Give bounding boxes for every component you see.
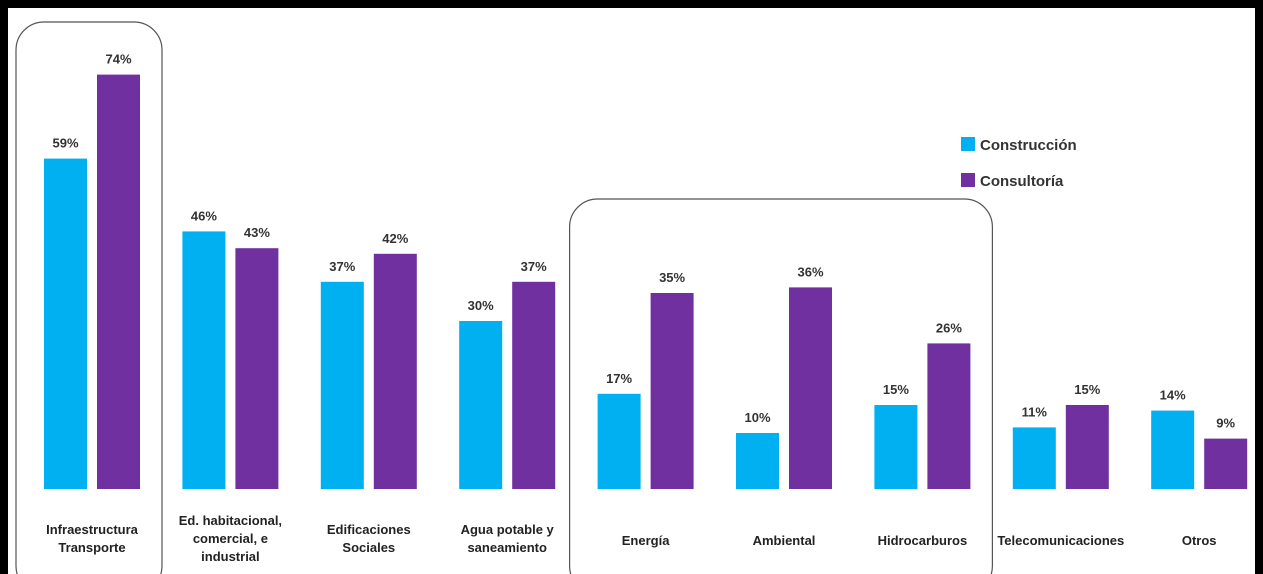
bar-consultoria [512, 281, 556, 489]
category-label: Edificaciones [327, 522, 411, 537]
data-label: 59% [52, 136, 78, 151]
bar-consultoria [1204, 438, 1248, 489]
legend-swatch [961, 173, 975, 187]
bar-construccion [320, 281, 364, 489]
data-label: 46% [191, 208, 217, 223]
bar-construccion [182, 231, 226, 489]
bar-consultoria [927, 343, 971, 489]
data-label: 9% [1216, 416, 1235, 431]
bar-construccion [44, 158, 87, 489]
data-label: 37% [329, 259, 355, 274]
category-label: comercial, e [193, 531, 268, 546]
data-label: 30% [468, 298, 494, 313]
bar-construccion [597, 393, 641, 489]
category-label: Ed. habitacional, [179, 513, 282, 528]
bar-consultoria [789, 287, 832, 489]
bar-construccion [874, 405, 918, 489]
category-label: industrial [201, 549, 260, 564]
category-label: Agua potable y [461, 522, 555, 537]
bar-construccion [736, 433, 779, 489]
category-label: Infraestructura [46, 522, 139, 537]
data-label: 74% [105, 52, 131, 67]
bar-consultoria [1065, 405, 1109, 489]
data-label: 36% [797, 264, 823, 279]
data-label: 35% [659, 270, 685, 285]
category-label: Sociales [342, 540, 395, 555]
category-label: Otros [1182, 533, 1217, 548]
bar-construccion [1151, 410, 1195, 489]
legend-label: Construcción [980, 137, 1077, 154]
category-label: Hidrocarburos [878, 533, 968, 548]
data-label: 37% [521, 259, 547, 274]
bar-construccion [1012, 427, 1056, 489]
category-label: Transporte [58, 540, 125, 555]
data-label: 43% [244, 225, 270, 240]
data-label: 14% [1160, 388, 1186, 403]
bar-construccion [459, 321, 503, 489]
category-label: Telecomunicaciones [997, 533, 1124, 548]
legend-label: Consultoría [980, 173, 1064, 190]
data-label: 42% [382, 231, 408, 246]
legend-swatch [961, 137, 975, 151]
data-label: 15% [883, 382, 909, 397]
data-label: 26% [936, 320, 962, 335]
highlight-box-energia-group [569, 198, 993, 574]
data-label: 11% [1022, 404, 1048, 419]
category-label: Ambiental [753, 533, 816, 548]
category-label: saneamiento [467, 540, 547, 555]
category-label: Energía [622, 533, 670, 548]
data-label: 10% [744, 410, 770, 425]
bar-consultoria [650, 293, 694, 489]
data-label: 15% [1074, 382, 1100, 397]
data-label: 17% [606, 371, 632, 386]
bar-consultoria [235, 248, 279, 489]
bar-consultoria [373, 253, 417, 489]
bar-consultoria [97, 74, 140, 489]
highlight-box-transporte [15, 21, 163, 574]
